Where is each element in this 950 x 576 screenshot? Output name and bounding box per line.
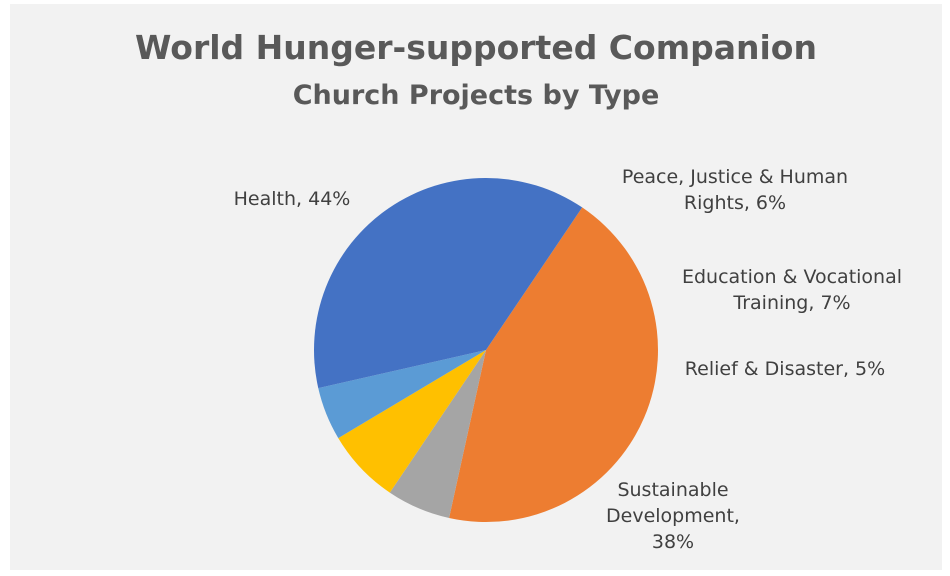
data-label-line: Sustainable <box>617 479 728 501</box>
data-label-health: Health, 44% <box>234 188 351 210</box>
data-label-line: 38% <box>652 531 694 553</box>
chart-title-line2: Church Projects by Type <box>292 80 660 111</box>
data-label-line: Peace, Justice & Human <box>622 166 848 188</box>
data-label-line: Training, 7% <box>732 292 850 314</box>
data-label-sustainable-development: Sustainable Development, 38% <box>606 479 740 553</box>
data-label-line: Relief & Disaster, 5% <box>685 358 885 380</box>
pie-slice-education-and-vocational-training <box>338 350 486 493</box>
pie-slice-peace-justice-and-human-rights <box>389 350 486 518</box>
pie-slice-sustainable-development <box>313 178 583 389</box>
pie-slice-relief-and-disaster <box>318 350 486 439</box>
data-label-relief-and-disaster: Relief & Disaster, 5% <box>685 358 885 380</box>
chart-title-line1: World Hunger-supported Companion <box>135 28 817 67</box>
data-label-line: Health, 44% <box>234 188 351 210</box>
pie-slices <box>313 178 658 522</box>
data-label-education-and-vocational-training: Education & Vocational Training, 7% <box>682 266 902 314</box>
data-label-line: Rights, 6% <box>684 192 786 214</box>
data-label-peace-justice-and-human-rights: Peace, Justice & Human Rights, 6% <box>622 166 848 214</box>
pie-labels: Health, 44% Peace, Justice & Human Rights,… <box>234 166 902 553</box>
pie-slice-health <box>449 207 658 522</box>
data-label-line: Education & Vocational <box>682 266 902 288</box>
data-label-line: Development, <box>606 505 740 527</box>
